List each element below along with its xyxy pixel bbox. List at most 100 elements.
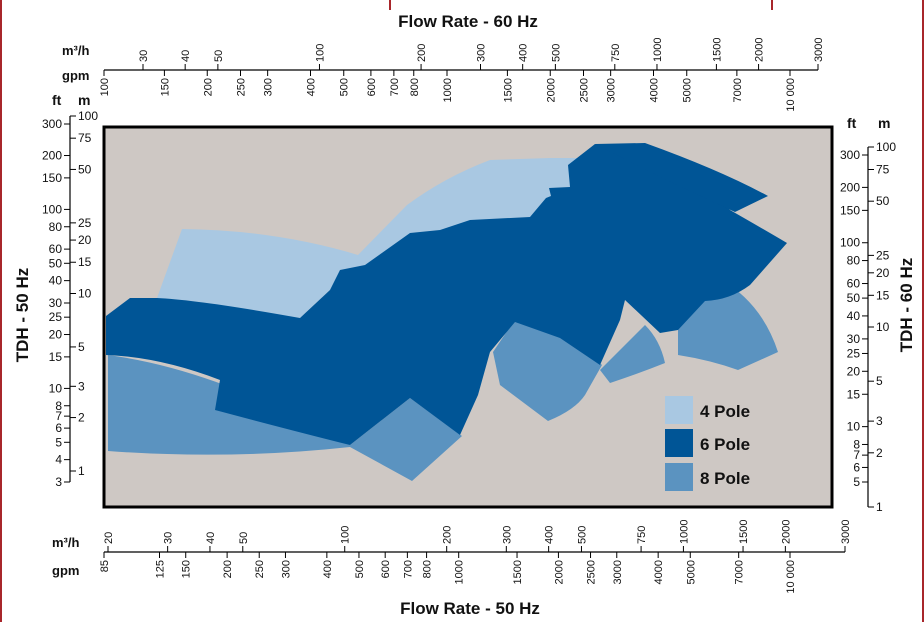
- bottom-m3h-tick-label: 100: [340, 526, 352, 544]
- left-ft-tick-label: 100: [42, 202, 62, 216]
- bottom-m3h-tick-label: 20: [103, 532, 115, 544]
- bottom-gpm-tick-label: 4000: [653, 560, 665, 584]
- legend: 4 Pole 6 Pole 8 Pole: [665, 396, 750, 491]
- left-m-tick-label: 20: [78, 233, 92, 247]
- left-m-tick-label: 5: [78, 340, 85, 354]
- right-m-tick-label: 1: [876, 500, 883, 514]
- right-unit-ft: ft: [847, 115, 857, 131]
- top-gpm-tick-label: 500: [339, 78, 351, 96]
- bottom-m3h-tick-label: 500: [576, 526, 588, 544]
- bottom-unit-gpm: gpm: [52, 563, 79, 578]
- left-ft-tick-label: 8: [55, 399, 62, 413]
- top-gpm-tick-label: 1500: [502, 78, 514, 102]
- legend-label-4-pole: 4 Pole: [700, 402, 750, 421]
- left-axis-title: TDH - 50 Hz: [13, 268, 32, 362]
- top-m3h-tick-label: 300: [476, 44, 488, 62]
- left-ft-tick-label: 30: [49, 296, 63, 310]
- top-gpm-tick-label: 300: [263, 78, 275, 96]
- right-m-tick-label: 5: [876, 374, 883, 388]
- bottom-m3h-tick-label: 1500: [738, 520, 750, 544]
- left-ft-tick-label: 80: [49, 220, 63, 234]
- top-axis-title: Flow Rate - 60 Hz: [398, 12, 538, 31]
- bottom-m3h-tick-label: 1000: [678, 520, 690, 544]
- right-m-tick-label: 75: [876, 162, 890, 176]
- top-gpm-tick-label: 5000: [682, 78, 694, 102]
- bottom-gpm-tick-label: 700: [402, 560, 414, 578]
- bottom-m3h-tick-label: 400: [544, 526, 556, 544]
- right-ft-tick-label: 300: [840, 148, 860, 162]
- bottom-gpm-tick-label: 125: [154, 560, 166, 578]
- legend-label-8-pole: 8 Pole: [700, 469, 750, 488]
- left-ft-tick-label: 20: [49, 328, 63, 342]
- right-ft-tick-label: 6: [853, 460, 860, 474]
- top-m3h-tick-label: 100: [314, 44, 326, 62]
- left-m-tick-label: 3: [78, 379, 85, 393]
- coverage-6-pole-region-upper: [595, 143, 768, 212]
- right-ft-tick-label: 80: [847, 254, 861, 268]
- right-ft-tick-label: 50: [847, 291, 861, 305]
- top-flow-axis: 30 40 50 100 200 300 400 500 750 1000 1500 2000 3000…: [99, 38, 825, 112]
- top-unit-gpm: gpm: [62, 68, 89, 83]
- bottom-gpm-tick-label: 250: [254, 560, 266, 578]
- left-ft-tick-label: 60: [49, 242, 63, 256]
- left-ft-tick-label: 150: [42, 171, 62, 185]
- bottom-flow-axis: 20 30 40 50 100 200 300 400 500 750 1000 1500 2000 30…: [99, 520, 852, 594]
- top-gpm-tick-label: 400: [306, 78, 318, 96]
- top-m3h-tick-label: 30: [138, 50, 150, 62]
- bottom-gpm-tick-label: 600: [380, 560, 392, 578]
- series-4-pole: [157, 158, 600, 318]
- coverage-6-pole-region: [106, 144, 787, 445]
- bottom-m3h-tick-label: 750: [636, 526, 648, 544]
- bottom-unit-m3h: m³/h: [52, 535, 80, 550]
- top-m3h-tick-label: 200: [416, 44, 428, 62]
- bottom-gpm-tick-label: 800: [422, 560, 434, 578]
- right-ft-tick-label: 100: [840, 236, 860, 250]
- top-gpm-tick-label: 1000: [442, 78, 454, 102]
- top-gpm-tick-label: 150: [159, 78, 171, 96]
- right-ft-tick-label: 200: [840, 180, 860, 194]
- top-m3h-tick-label: 1500: [711, 38, 723, 62]
- legend-swatch-8-pole: [665, 463, 693, 491]
- top-m3h-tick-label: 2000: [754, 38, 766, 62]
- bottom-m3h-tick-label: 300: [501, 526, 513, 544]
- right-m-tick-label: 3: [876, 414, 883, 428]
- bottom-gpm-tick-label: 1500: [512, 560, 524, 584]
- left-ft-tick-label: 3: [55, 475, 62, 489]
- bottom-m3h-tick-label: 50: [238, 532, 250, 544]
- bottom-axis-title: Flow Rate - 50 Hz: [400, 599, 540, 618]
- right-m-tick-label: 15: [876, 288, 890, 302]
- top-gpm-tick-label: 600: [366, 78, 378, 96]
- legend-swatch-4-pole: [665, 396, 693, 424]
- left-m-tick-label: 50: [78, 162, 92, 176]
- legend-label-6-pole: 6 Pole: [700, 435, 750, 454]
- bottom-gpm-tick-label: 400: [322, 560, 334, 578]
- top-m3h-tick-label: 1000: [652, 38, 664, 62]
- left-ft-tick-label: 7: [55, 409, 62, 423]
- left-m-tick-label: 10: [78, 287, 92, 301]
- top-m3h-tick-label: 400: [518, 44, 530, 62]
- left-unit-ft: ft: [52, 92, 62, 108]
- right-ft-tick-label: 60: [847, 277, 861, 291]
- bottom-gpm-tick-label: 1000: [454, 560, 466, 584]
- top-m3h-tick-label: 50: [213, 50, 225, 62]
- top-m3h-tick-label: 750: [610, 44, 622, 62]
- bottom-gpm-tick-label: 300: [280, 560, 292, 578]
- left-m-tick-label: 25: [78, 216, 92, 230]
- top-m3h-tick-label: 500: [550, 44, 562, 62]
- bottom-m3h-tick-label: 2000: [780, 520, 792, 544]
- bottom-m3h-tick-label: 30: [163, 532, 175, 544]
- left-ft-tick-label: 50: [49, 256, 63, 270]
- left-m-tick-label: 75: [78, 131, 92, 145]
- right-ft-tick-label: 25: [847, 346, 861, 360]
- top-unit-m3h: m³/h: [62, 43, 90, 58]
- left-ft-tick-label: 4: [55, 453, 62, 467]
- top-gpm-tick-label: 3000: [606, 78, 618, 102]
- left-m-tick-label: 15: [78, 255, 92, 269]
- bottom-m3h-tick-label: 3000: [840, 520, 852, 544]
- coverage-8-pole-region-low: [600, 325, 665, 383]
- bottom-gpm-tick-label: 500: [354, 560, 366, 578]
- bottom-gpm-tick-label: 2000: [553, 560, 565, 584]
- bottom-gpm-tick-label: 7000: [734, 560, 746, 584]
- right-axis-title: TDH - 60 Hz: [897, 258, 916, 352]
